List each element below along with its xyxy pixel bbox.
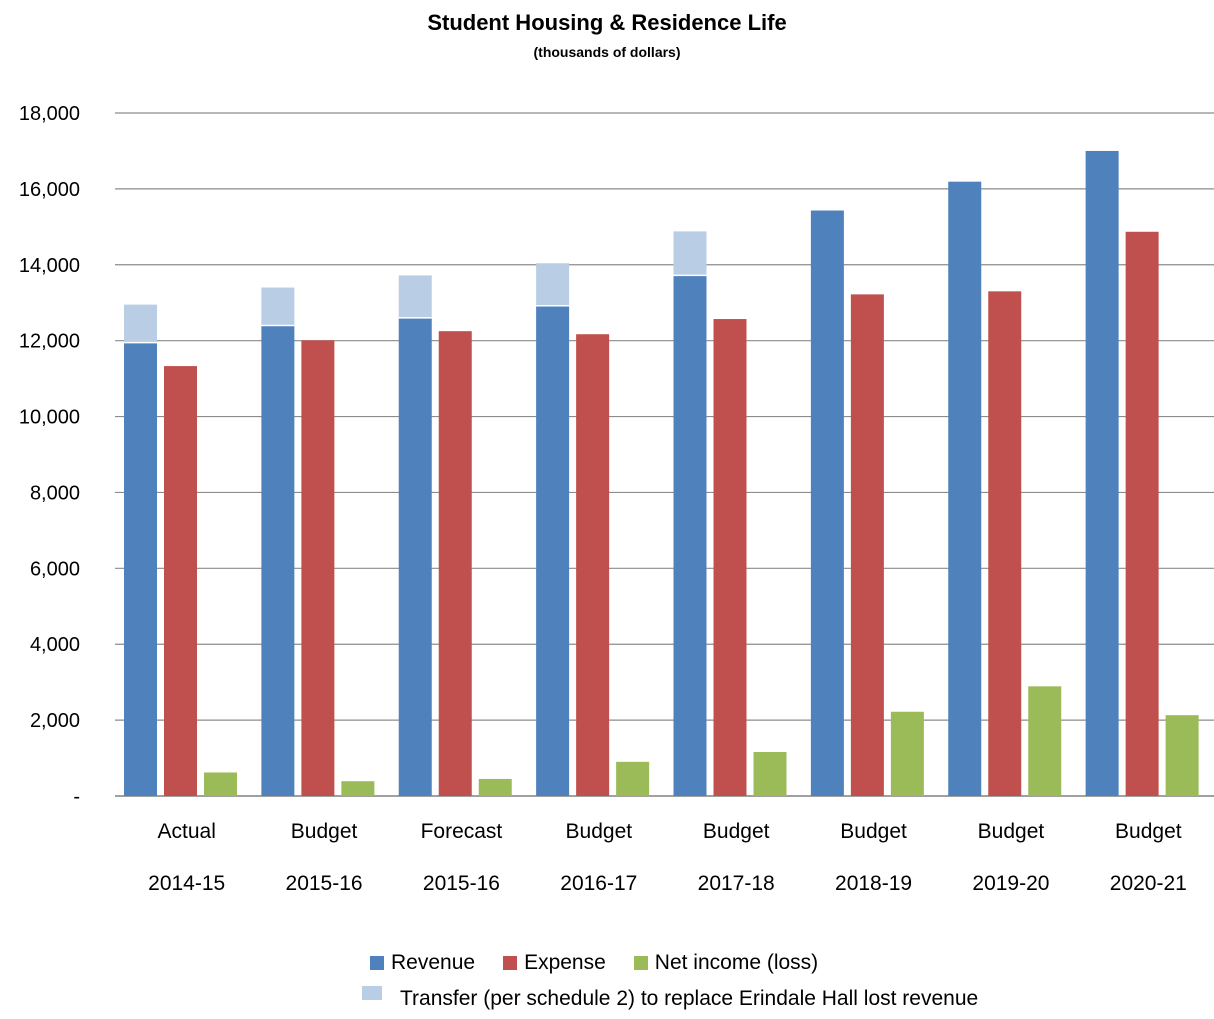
bar-expense [438, 331, 472, 796]
x-tick-label-line2: 2019-20 [972, 872, 1049, 895]
x-tick-label-line2: 2020-21 [1110, 872, 1187, 895]
x-tick-label-line1: Budget [291, 820, 358, 843]
bar-revenue [948, 181, 982, 796]
y-tick-label: 14,000 [19, 255, 80, 277]
legend-row-2: Transfer (per schedule 2) to replace Eri… [362, 986, 979, 1011]
bar-revenue [536, 305, 570, 796]
y-tick-label: - [73, 786, 80, 808]
chart-subtitle: (thousands of dollars) [533, 44, 681, 60]
bar-transfer [673, 231, 707, 276]
bar-net-income-loss [204, 772, 237, 796]
x-tick-label-line2: 2017-18 [698, 872, 775, 895]
x-tick-label-line2: 2015-16 [423, 872, 500, 895]
bar-net-income-loss [1028, 686, 1062, 796]
legend-label-revenue: Revenue [391, 951, 476, 974]
bar-transfer [261, 287, 295, 326]
x-tick-label-line2: 2014-15 [148, 872, 225, 895]
legend-swatch-net-income [633, 956, 648, 970]
y-tick-label: 2,000 [30, 710, 80, 732]
chart-title: Student Housing & Residence Life [427, 10, 787, 35]
bar-net-income-loss [753, 751, 787, 796]
y-tick-label: 8,000 [30, 482, 80, 504]
x-tick-label-line1: Budget [703, 820, 770, 843]
legend-swatch-expense [503, 956, 518, 970]
x-tick-label-line1: Actual [158, 820, 216, 843]
legend-row-1: Revenue Expense Net income (loss) [370, 951, 818, 975]
bar-expense [164, 366, 197, 796]
bar-expense [713, 319, 747, 796]
bar-transfer [124, 304, 157, 343]
bar-revenue [810, 210, 844, 797]
x-tick-label-line1: Budget [840, 820, 907, 843]
y-tick-label: 16,000 [19, 179, 80, 201]
bar-expense [850, 294, 884, 796]
bar-net-income-loss [341, 781, 375, 796]
x-tick-label-line1: Budget [566, 820, 633, 843]
legend-swatch-transfer [362, 986, 382, 1000]
bar-revenue [261, 325, 295, 796]
bar-expense [576, 334, 610, 796]
bar-transfer [536, 263, 570, 306]
x-tick-label-line1: Forecast [421, 820, 503, 843]
y-tick-label: 12,000 [19, 331, 80, 353]
legend-label-net-income: Net income (loss) [654, 951, 819, 974]
bar-net-income-loss [890, 711, 924, 796]
bar-revenue [673, 275, 707, 796]
bar-net-income-loss [478, 778, 512, 796]
bar-expense [1125, 231, 1159, 796]
y-tick-label: 10,000 [19, 407, 80, 429]
bar-revenue [398, 317, 432, 796]
legend-swatch-revenue [370, 956, 384, 970]
x-tick-label-line2: 2018-19 [835, 872, 912, 895]
bar-revenue [1085, 150, 1119, 796]
bar-chart: - 2,000 4,000 6,000 8,000 10,000 12,000 14,000 1… [19, 103, 1214, 895]
legend-label-expense: Expense [524, 951, 606, 974]
x-tick-label-line1: Budget [1115, 820, 1182, 843]
legend-label-transfer: Transfer (per schedule 2) to replace Eri… [400, 987, 979, 1010]
y-tick-label: 18,000 [19, 103, 80, 125]
y-tick-label: 6,000 [30, 558, 80, 580]
bar-transfer [398, 275, 432, 318]
bar-net-income-loss [1165, 715, 1199, 796]
x-tick-label-line1: Budget [978, 820, 1045, 843]
bar-net-income-loss [616, 761, 650, 796]
x-tick-label-line2: 2016-17 [560, 872, 637, 895]
bar-expense [988, 291, 1022, 796]
bar-revenue [124, 342, 157, 796]
y-tick-label: 4,000 [30, 634, 80, 656]
x-tick-label-line2: 2015-16 [286, 872, 363, 895]
bar-expense [301, 340, 335, 796]
